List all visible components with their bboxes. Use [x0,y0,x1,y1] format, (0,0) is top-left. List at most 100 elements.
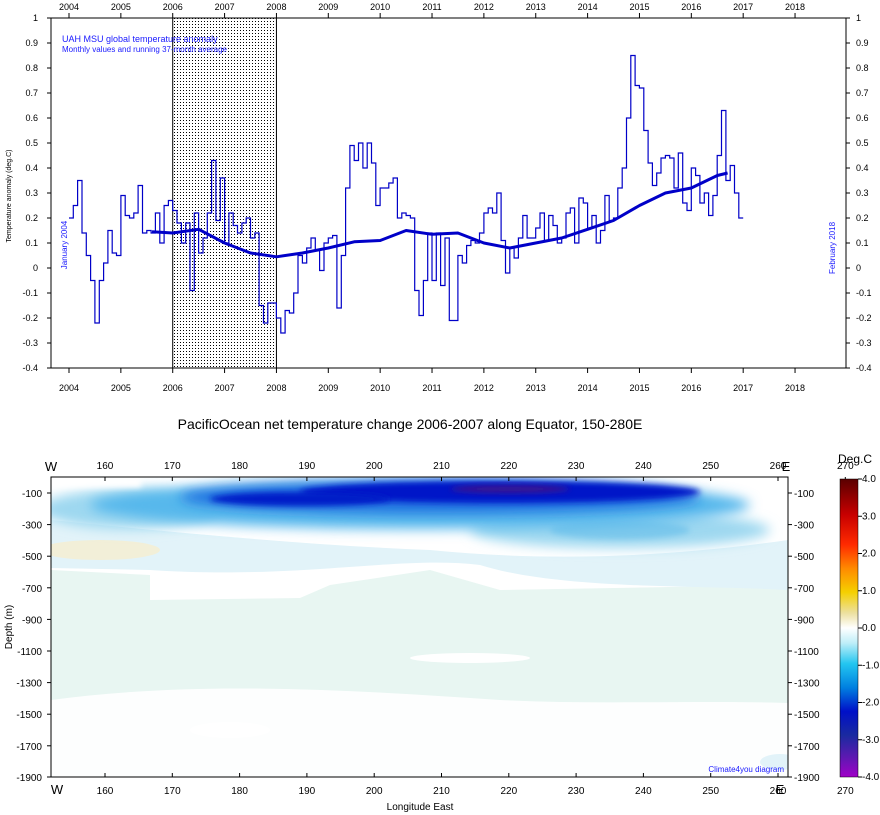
x-tick-label-bottom: 2012 [474,383,494,393]
x-tick-label-top: 2006 [163,2,183,12]
x-tick-label-bottom: 2018 [785,383,805,393]
x-tick-label-top: 2017 [733,2,753,12]
x-tick-label-top: 2007 [215,2,235,12]
y-tick-label-left: 0 [33,263,38,273]
bottom-axes: 160 160 170 170 180 180 190 190 200 200 210 210 220 2… [16,461,854,797]
y-tick-label-right: 0.6 [856,113,869,123]
depth-tick-label-right: -300 [794,521,814,532]
depth-tick-label-left: -1300 [16,679,42,690]
x-tick-label-top: 2004 [59,2,79,12]
x-tick-label-bottom: 2007 [215,383,235,393]
top-chart-subtitle: Monthly values and running 37-month aver… [62,45,228,54]
depth-tick-label-right: -500 [794,552,814,563]
y-tick-label-right: 0.4 [856,163,869,173]
x-tick-label-top: 2014 [578,2,598,12]
colorbar-tick-label: -2.0 [862,698,880,709]
x-tick-label-top: 2015 [629,2,649,12]
bottom-y-axis-label: Depth (m) [4,605,15,649]
bottom-chart-title: PacificOcean net temperature change 2006… [177,416,643,432]
x-tick-label-top: 2018 [785,2,805,12]
y-tick-label-right: 0.1 [856,238,869,248]
depth-tick-label-right: -1700 [794,742,820,753]
y-tick-label-right: 0.5 [856,138,869,148]
temperature-anomaly-chart: 2004 2004 2005 2005 2006 2006 2007 2007 2008 2008… [6,2,872,393]
x-tick-label-bottom: 2004 [59,383,79,393]
lon-tick-label-top: 270 [837,461,854,472]
credit-label: Climate4you diagram [708,765,784,774]
y-tick-label-left: 0.2 [25,213,38,223]
y-tick-label-right: 0.2 [856,213,869,223]
y-tick-label-left: 0.1 [25,238,38,248]
lon-tick-label-bottom: 170 [164,786,181,797]
y-tick-label-left: 0.5 [25,138,38,148]
colorbar-tick-label: 2.0 [862,549,876,560]
lon-tick-label-top: 200 [366,461,383,472]
y-tick-label-right: 1 [856,13,861,23]
x-tick-label-bottom: 2015 [629,383,649,393]
depth-tick-label-left: -1700 [16,742,42,753]
depth-tick-label-right: -100 [794,489,814,500]
x-tick-label-top: 2010 [370,2,390,12]
running-average-line [151,171,728,259]
lon-tick-label-top: 220 [500,461,517,472]
colorbar-tick-label: 4.0 [862,474,876,485]
east-label-top: E [782,459,791,474]
top-y-axis-label: Temperature anomaly (deg.C) [6,150,13,243]
lon-tick-label-bottom: 220 [500,786,517,797]
colorbar-tick-label: 1.0 [862,586,876,597]
depth-tick-label-left: -900 [22,615,42,626]
colorbar-tick-label: -1.0 [862,660,880,671]
y-tick-label-left: 0.3 [25,188,38,198]
end-date-label: February 2018 [828,221,837,274]
depth-tick-label-right: -900 [794,615,814,626]
colorbar-tick-label: -3.0 [862,735,880,746]
colorbar-tick-label: 0.0 [862,623,876,634]
y-tick-label-left: 0.6 [25,113,38,123]
lon-tick-label-top: 160 [97,461,114,472]
y-tick-label-right: 0 [856,263,861,273]
lon-tick-label-bottom: 250 [702,786,719,797]
y-tick-label-left: -0.4 [22,363,38,373]
x-tick-label-bottom: 2013 [526,383,546,393]
east-label-bottom: E [776,782,785,797]
y-tick-label-left: 0.4 [25,163,38,173]
x-tick-label-top: 2016 [681,2,701,12]
y-tick-label-left: -0.2 [22,313,38,323]
colorbar-title: Deg.C [838,452,872,466]
y-tick-label-left: 0.7 [25,88,38,98]
x-tick-label-top: 2009 [318,2,338,12]
lon-tick-label-bottom: 160 [97,786,114,797]
lon-tick-label-bottom: 180 [231,786,248,797]
depth-tick-label-left: -1100 [17,647,42,658]
temperature-series [69,54,744,334]
lon-tick-label-bottom: 210 [433,786,450,797]
x-tick-label-bottom: 2010 [370,383,390,393]
x-tick-label-top: 2008 [266,2,286,12]
x-tick-label-bottom: 2016 [681,383,701,393]
lon-tick-label-bottom: 240 [635,786,652,797]
y-tick-label-left: 0.9 [25,38,38,48]
y-tick-label-right: 0.9 [856,38,869,48]
lon-tick-label-top: 230 [568,461,585,472]
lon-tick-label-top: 250 [702,461,719,472]
depth-tick-label-left: -500 [22,552,42,563]
depth-tick-label-right: -1300 [794,679,820,690]
lon-tick-label-top: 240 [635,461,652,472]
x-tick-label-bottom: 2011 [422,383,441,393]
top-chart-title: UAH MSU global temperature anomaly [62,34,218,44]
y-tick-label-left: -0.3 [22,338,38,348]
y-tick-label-left: 0.8 [25,63,38,73]
lon-tick-label-bottom: 260 [770,786,787,797]
y-tick-label-right: 0.7 [856,88,869,98]
colorbar-tick-label: -4.0 [862,772,880,783]
lon-tick-label-bottom: 200 [366,786,383,797]
depth-tick-label-left: -700 [22,584,42,595]
x-tick-label-bottom: 2008 [266,383,286,393]
y-tick-label-right: -0.4 [856,363,872,373]
depth-tick-label-right: -700 [794,584,814,595]
depth-tick-label-right: -1900 [794,773,820,784]
x-tick-label-bottom: 2009 [318,383,338,393]
lon-tick-label-bottom: 190 [299,786,316,797]
depth-tick-label-left: -300 [22,521,42,532]
west-label-bottom: W [51,782,64,797]
